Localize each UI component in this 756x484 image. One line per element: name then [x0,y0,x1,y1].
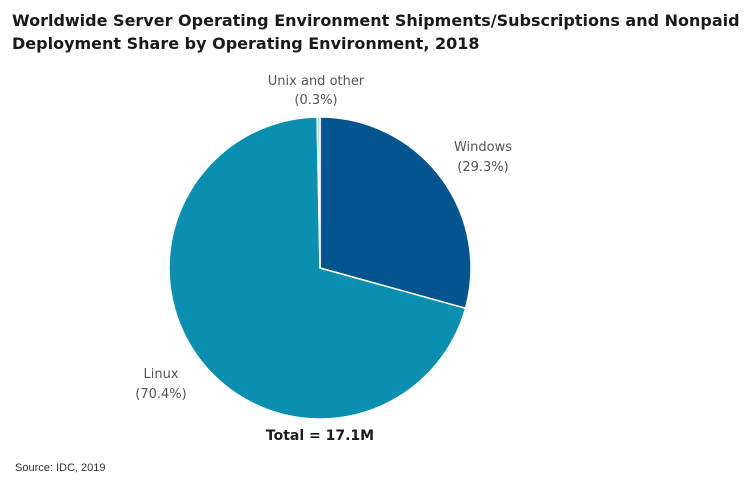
chart-title: Worldwide Server Operating Environment S… [12,11,740,53]
slice-value-windows: (29.3%) [457,160,508,175]
slice-value-linux: (70.4%) [135,387,186,402]
source-note: Source: IDC, 2019 [15,462,106,474]
total-label: Total = 17.1M [265,428,375,444]
pie-slice-unix-and-other [316,116,321,269]
pie-slice-windows [319,116,472,310]
slice-label-unix-and-other: Unix and other [268,74,365,89]
pie-slices [168,116,472,420]
slice-value-unix-and-other: (0.3%) [294,93,337,108]
slice-label-linux: Linux [143,367,178,382]
pie-labels: Windows (29.3%) Linux (70.4%) Unix and o… [135,74,512,402]
slice-label-windows: Windows [454,140,512,155]
pie-slice-linux [168,116,467,420]
